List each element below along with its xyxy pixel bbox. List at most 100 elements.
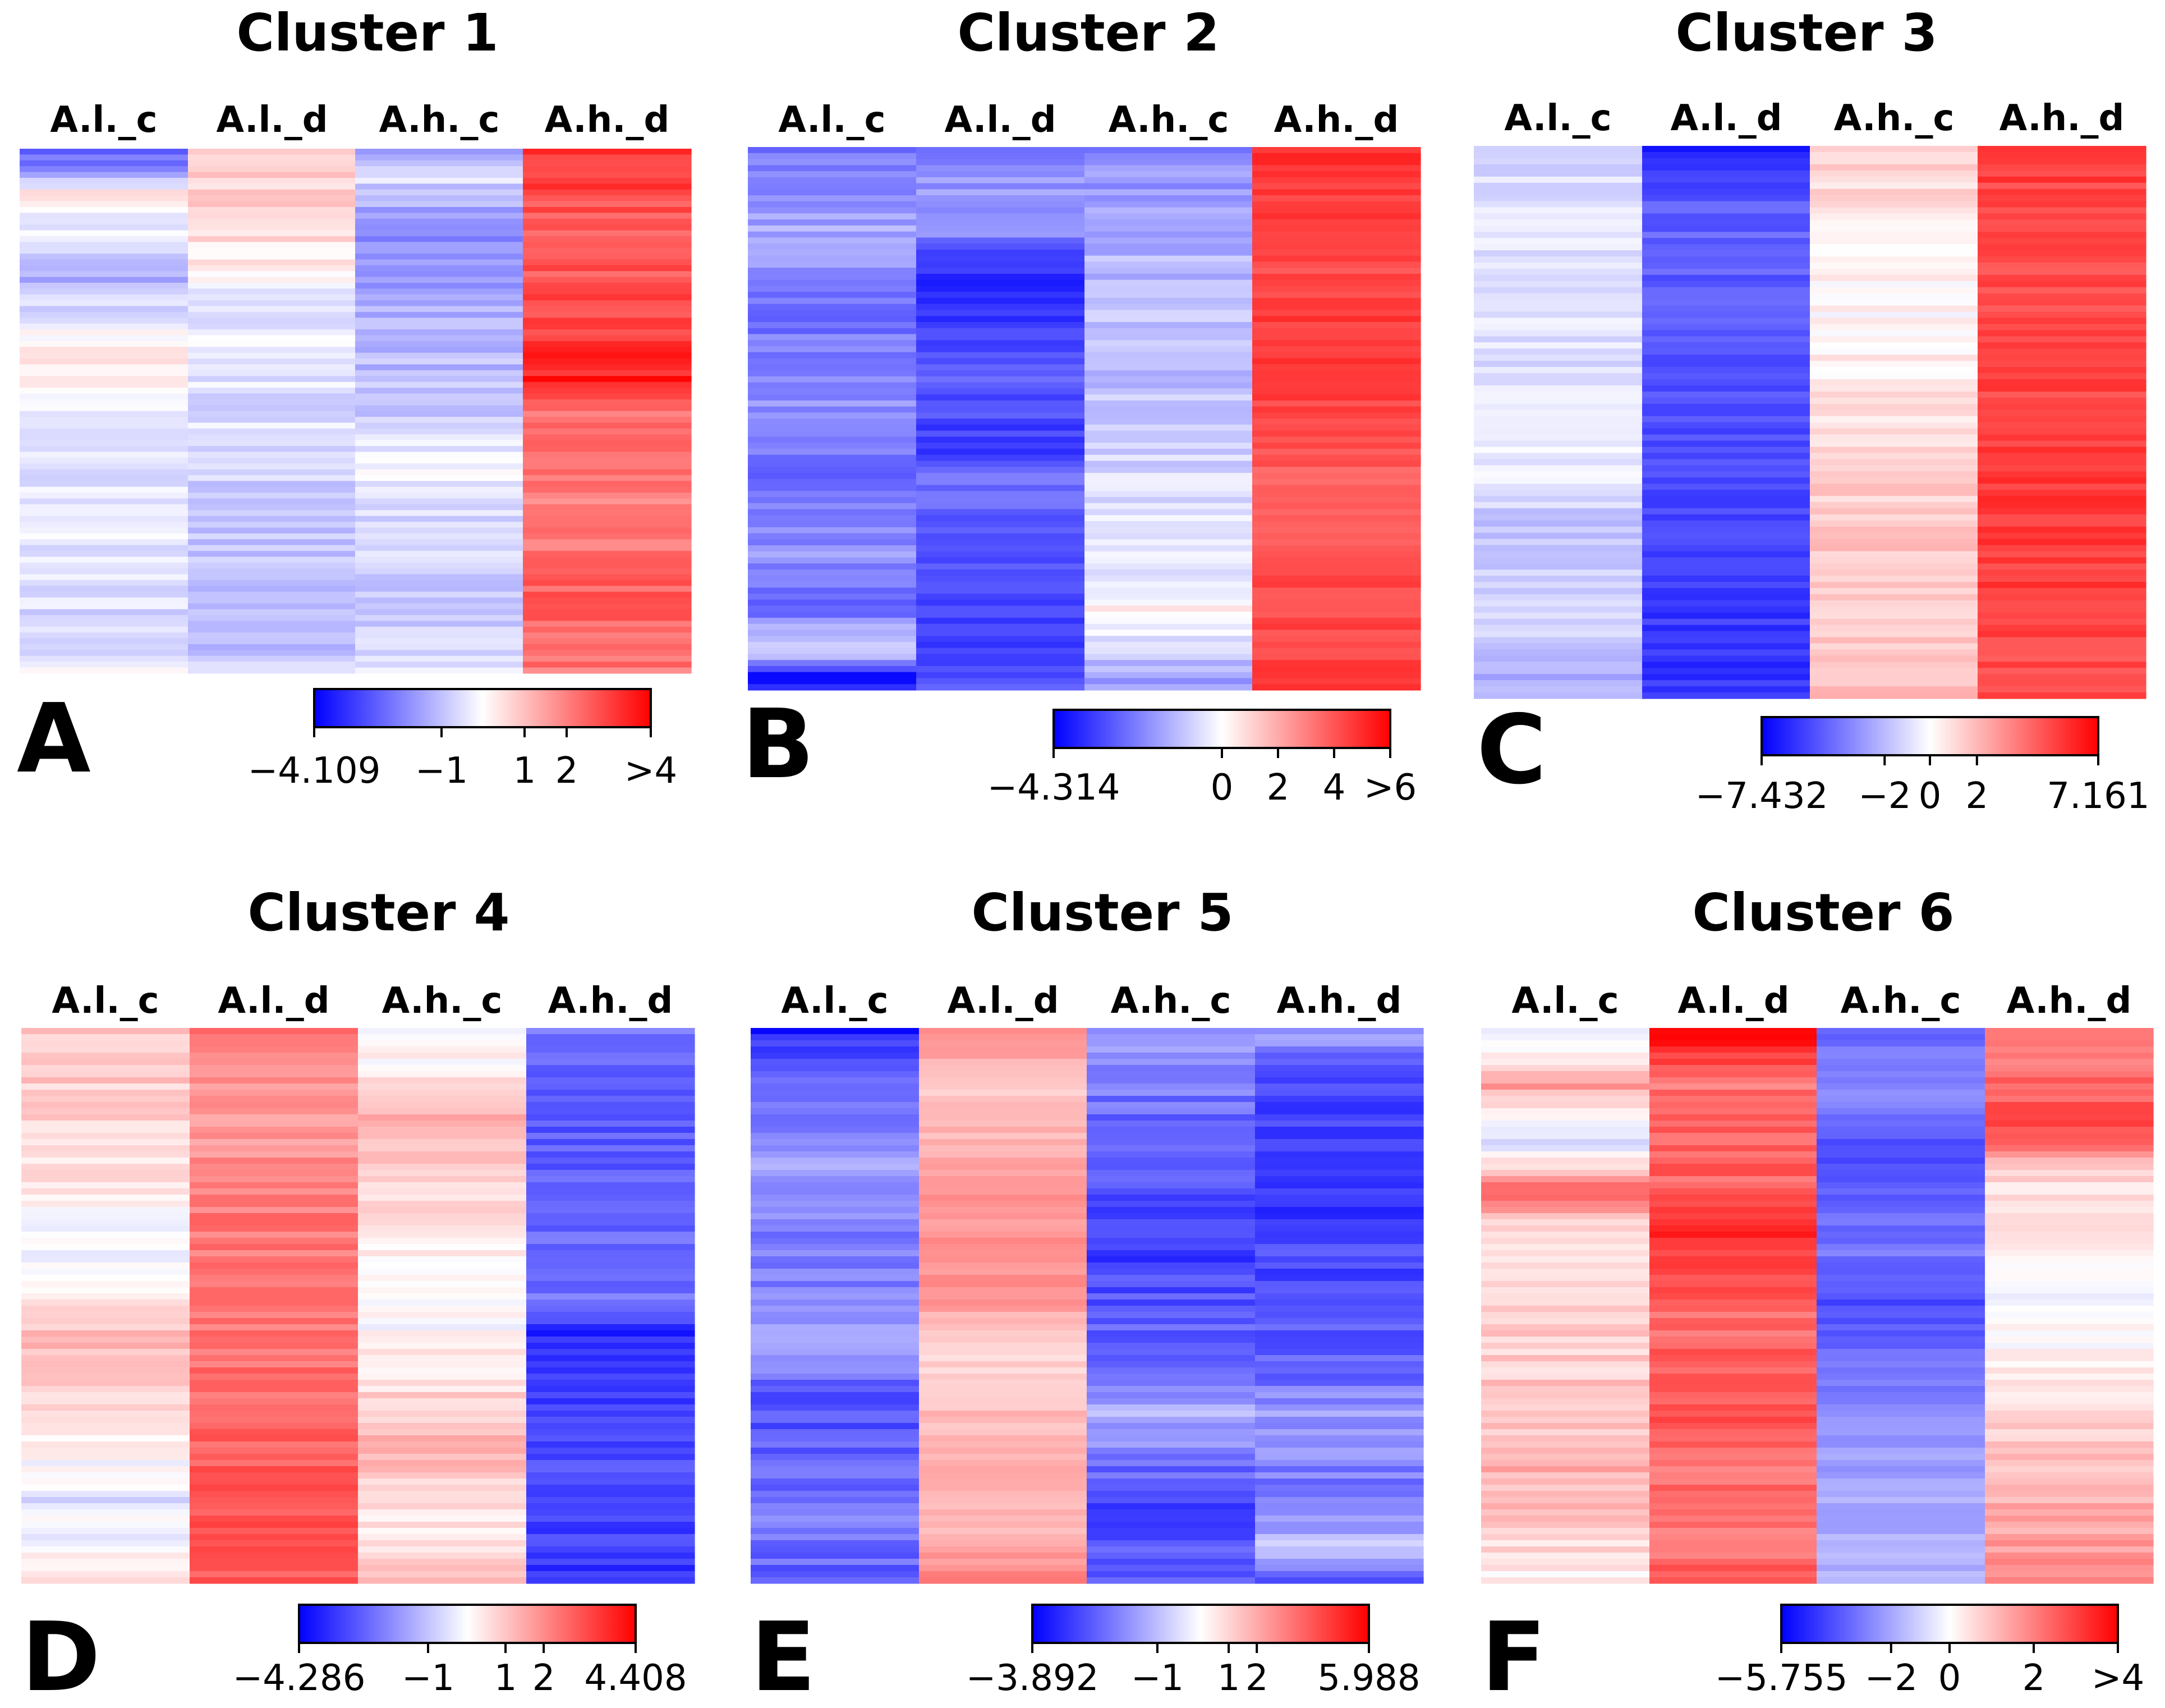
heatmap-cell (526, 1121, 695, 1127)
heatmap-cell (526, 1250, 695, 1257)
heatmap-cell (751, 1164, 920, 1170)
heatmap-cell (523, 359, 692, 365)
heatmap-cell (919, 1374, 1088, 1380)
heatmap-cell (355, 294, 524, 301)
heatmap-cell (748, 358, 917, 365)
heatmap-cell (188, 189, 357, 196)
heatmap-cell (523, 242, 692, 249)
heatmap-cell (1817, 1071, 1985, 1078)
heatmap-cell (1978, 508, 2146, 515)
heatmap-cell (1985, 1170, 2154, 1177)
heatmap-cell (190, 1559, 358, 1565)
heatmap-cell (523, 352, 692, 359)
heatmap-cell (1978, 655, 2146, 662)
heatmap-cell (21, 1114, 190, 1121)
column-label: A.l._c (781, 980, 888, 1022)
heatmap-cell (190, 1083, 358, 1090)
heatmap-cell (20, 364, 189, 371)
heatmap-cell (188, 411, 357, 417)
color-scale-tick-label: −2 (1865, 1658, 1918, 1699)
heatmap-cell (21, 1485, 190, 1491)
heatmap-cell (1474, 428, 1643, 435)
heatmap-cell (1481, 1417, 1650, 1424)
heatmap-cell (190, 1071, 358, 1078)
heatmap-cell (748, 255, 917, 262)
heatmap-cell (20, 510, 189, 517)
heatmap-cell (1252, 292, 1421, 299)
heatmap-cell (1978, 232, 2146, 238)
heatmap-cell (748, 201, 917, 208)
heatmap-cell (919, 1300, 1088, 1306)
heatmap-cell (1255, 1114, 1424, 1121)
heatmap-cell (1985, 1485, 2154, 1491)
heatmap-cell (751, 1398, 920, 1405)
heatmap-cell (1087, 1312, 1256, 1319)
heatmap-cell (188, 475, 357, 481)
heatmap-cell (20, 550, 189, 557)
heatmap-cell (1978, 570, 2146, 576)
heatmap-cell (190, 1275, 358, 1282)
heatmap-cell (1252, 654, 1421, 660)
heatmap-cell (1474, 355, 1643, 361)
heatmap-cell (20, 475, 189, 481)
heatmap-cell (358, 1077, 527, 1084)
heatmap-cell (748, 424, 917, 431)
heatmap-cell (1978, 250, 2146, 257)
heatmap-cell (355, 166, 524, 173)
heatmap-cell (20, 329, 189, 336)
heatmap-cell (1642, 526, 1811, 534)
heatmap-cell (188, 370, 357, 377)
heatmap-cell (748, 545, 917, 552)
heatmap-cell (21, 1207, 190, 1214)
heatmap-cell (526, 1139, 695, 1146)
heatmap-cell (1474, 324, 1643, 330)
heatmap-column (523, 149, 692, 674)
heatmap-cell (1255, 1454, 1424, 1461)
heatmap-cell (523, 609, 692, 616)
heatmap-cell (1474, 477, 1643, 484)
heatmap-cell (1978, 164, 2146, 171)
heatmap-cell (751, 1139, 920, 1146)
heatmap-cell (751, 1349, 920, 1356)
heatmap-cell (21, 1343, 190, 1349)
heatmap-cell (355, 277, 524, 283)
heatmap-cell (358, 1300, 527, 1306)
heatmap-cell (751, 1232, 920, 1238)
heatmap-cell (1649, 1380, 1818, 1386)
heatmap-cell (20, 481, 189, 488)
heatmap-cell (748, 641, 917, 649)
heatmap-cell (523, 393, 692, 400)
heatmap-cell (358, 1312, 527, 1319)
heatmap-cell (1810, 532, 1979, 540)
heatmap-cell (916, 195, 1085, 202)
heatmap-cell (21, 1380, 190, 1386)
heatmap-cell (919, 1392, 1088, 1399)
heatmap-cell (1474, 668, 1643, 674)
heatmap-cell (1474, 649, 1643, 656)
heatmap-cell (523, 539, 692, 546)
heatmap-cell (1255, 1176, 1424, 1183)
heatmap-cell (919, 1479, 1088, 1485)
heatmap-cell (1087, 1553, 1256, 1559)
heatmap-cell (190, 1114, 358, 1121)
heatmap-cell (355, 154, 524, 161)
heatmap-cell (1817, 1182, 1985, 1189)
heatmap-cell (1810, 226, 1979, 232)
heatmap-cell (190, 1540, 358, 1547)
heatmap-cell (20, 521, 189, 528)
heatmap-cell (748, 261, 917, 268)
heatmap-cell (1087, 1133, 1256, 1140)
heatmap-cell (1817, 1133, 1985, 1140)
heatmap-cell (190, 1454, 358, 1461)
heatmap-cell (751, 1466, 920, 1473)
heatmap-cell (748, 593, 917, 600)
heatmap-cell (1481, 1441, 1650, 1448)
heatmap-cell (1978, 434, 2146, 441)
heatmap-cell (916, 400, 1085, 407)
heatmap-cell (1252, 636, 1421, 642)
heatmap-cell (1087, 1324, 1256, 1331)
heatmap-cell (355, 475, 524, 481)
heatmap-cell (21, 1090, 190, 1096)
heatmap-cell (1255, 1090, 1424, 1096)
heatmap-column (1649, 1028, 1818, 1584)
